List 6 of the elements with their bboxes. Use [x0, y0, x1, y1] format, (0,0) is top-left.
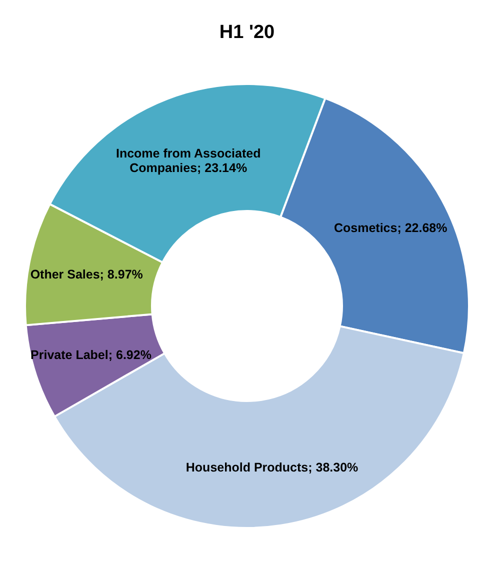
slice-label: Other Sales; 8.97% — [30, 267, 143, 282]
slice-label: Private Label; 6.92% — [30, 348, 152, 362]
slice-label: Cosmetics; 22.68% — [334, 220, 448, 235]
chart-title: H1 '20 — [219, 22, 275, 43]
slice-label: Household Products; 38.30% — [186, 460, 358, 475]
slice-label: Income from Associated Companies; 23.14% — [116, 146, 261, 175]
